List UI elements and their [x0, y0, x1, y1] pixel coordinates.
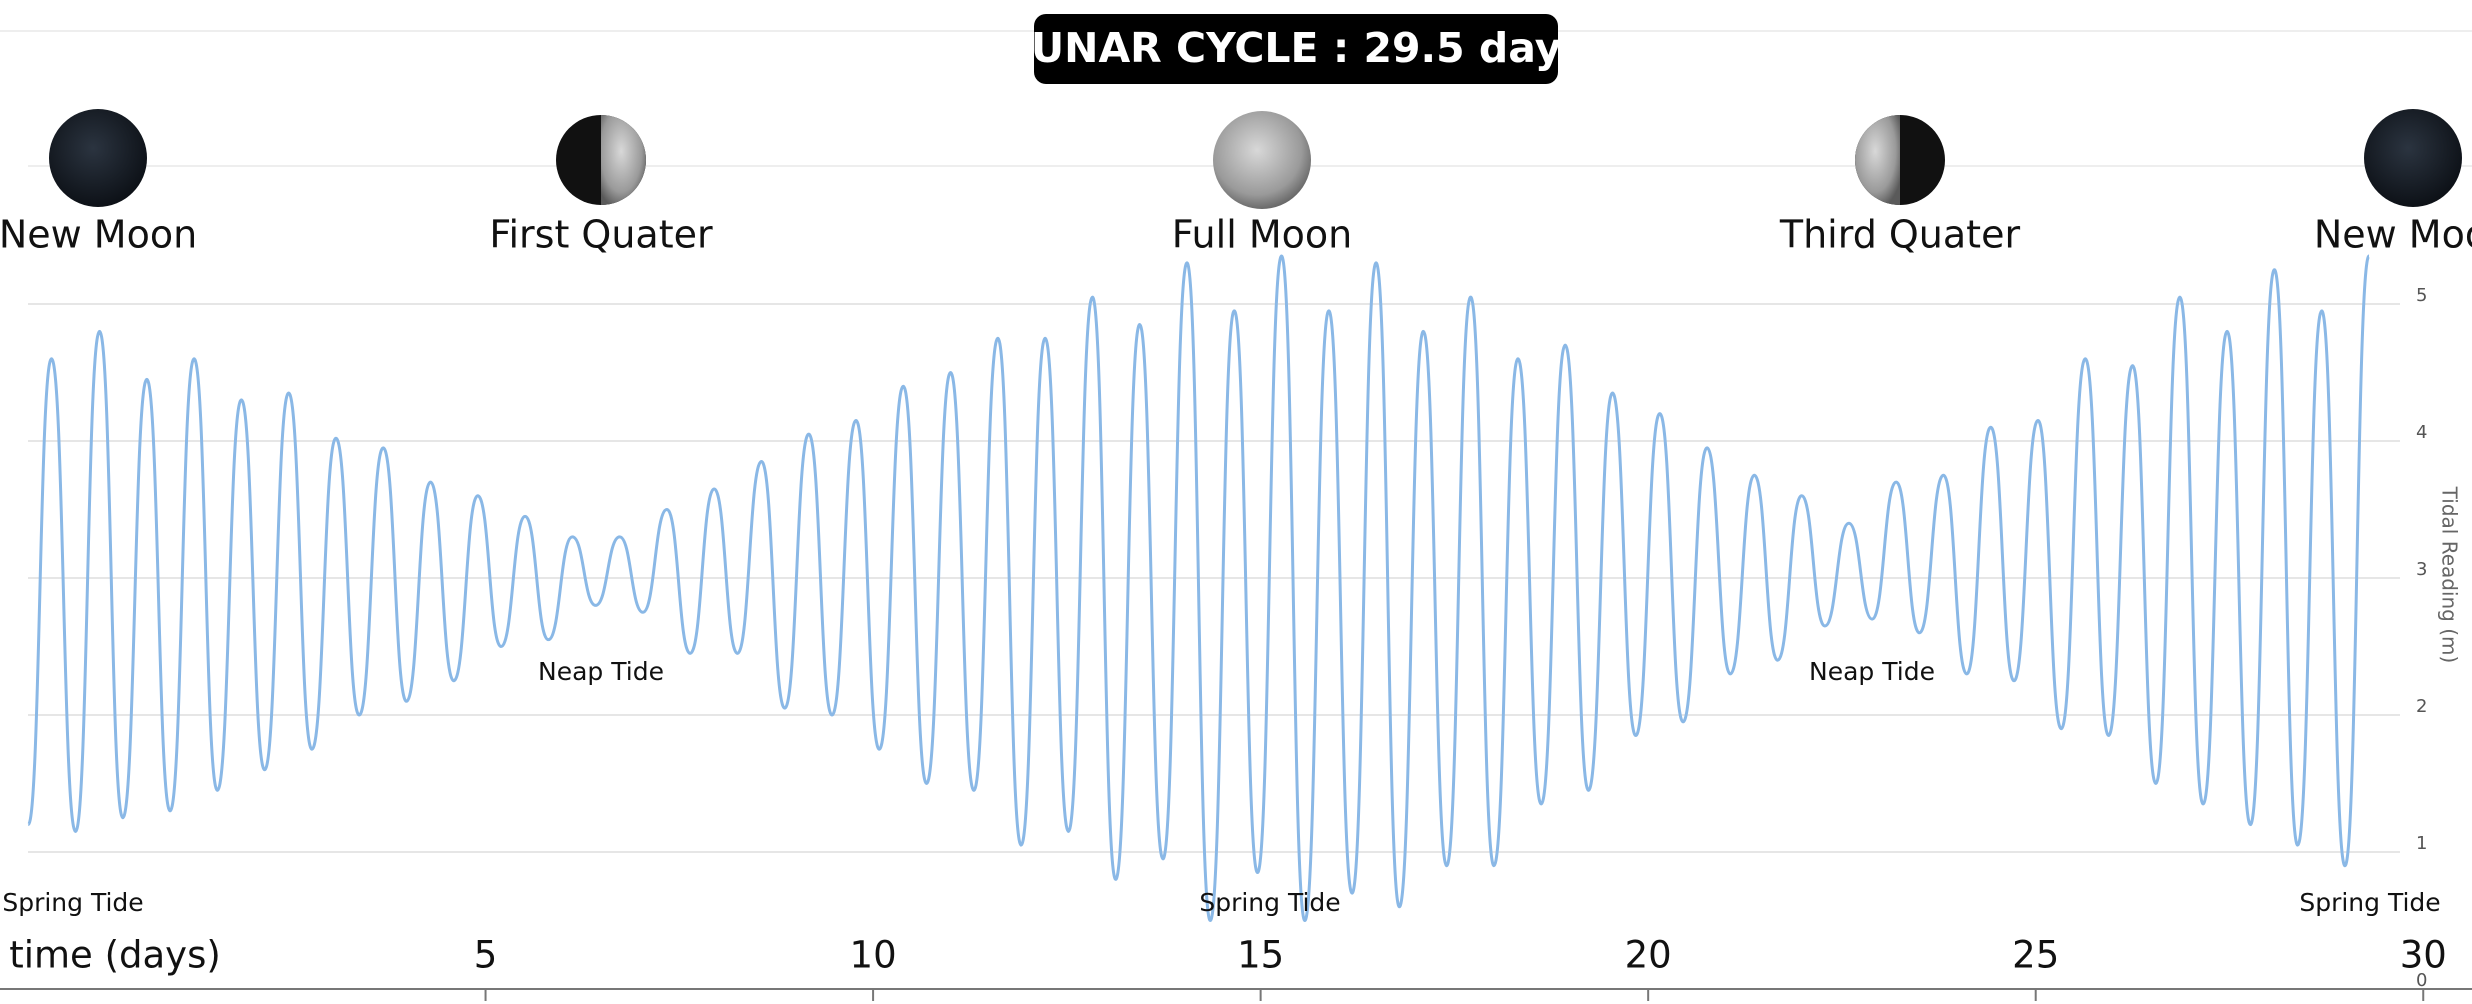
y-tick-label: 2	[2416, 696, 2427, 717]
annotation: Spring Tide	[2299, 888, 2440, 917]
third-quarter-icon	[1855, 115, 1945, 205]
y-tick-label: 0	[2416, 970, 2427, 991]
x-tick-label: 25	[2012, 934, 2059, 977]
annotation: Spring Tide	[1199, 888, 1340, 917]
moons	[49, 109, 2462, 209]
labels: time (days) Tidal Reading (m) 0 1 2 3 4 5 5 10 1…	[0, 213, 2472, 1001]
y-tick-label: 5	[2416, 285, 2427, 306]
annotation: Neap Tide	[538, 657, 664, 686]
x-tick-label: 20	[1625, 934, 1672, 977]
chart-title: LUNAR CYCLE : 29.5 days	[1006, 24, 1586, 72]
phase-label: New Moon	[0, 213, 197, 257]
y-tick-label: 4	[2416, 422, 2427, 443]
y-tick-label: 1	[2416, 833, 2427, 854]
x-axis-label: time (days)	[9, 934, 221, 977]
annotation: Neap Tide	[1809, 657, 1935, 686]
x-tick-label: 15	[1237, 934, 1284, 977]
phase-label: Full Moon	[1172, 213, 1352, 257]
plot	[26, 254, 2371, 922]
tide-line	[26, 254, 2371, 922]
x-tick-label: 30	[2400, 934, 2447, 977]
new-moon-icon	[2364, 109, 2462, 207]
title-background	[1034, 14, 1558, 84]
new-moon-icon	[49, 109, 147, 207]
y-tick-label: 3	[2416, 559, 2427, 580]
phase-label: Third Quater	[1779, 213, 2021, 257]
annotation: Spring Tide	[2, 888, 143, 917]
x-tick-label: 10	[850, 934, 897, 977]
phase-label: First Quater	[489, 213, 713, 257]
y-axis-label: Tidal Reading (m)	[2438, 486, 2462, 664]
full-moon-icon	[1213, 111, 1311, 209]
phase-label: New Moon	[2314, 213, 2472, 257]
title-box: LUNAR CYCLE : 29.5 days	[1006, 14, 1586, 84]
first-quarter-icon	[556, 115, 646, 205]
x-tick-label: 5	[474, 934, 498, 977]
